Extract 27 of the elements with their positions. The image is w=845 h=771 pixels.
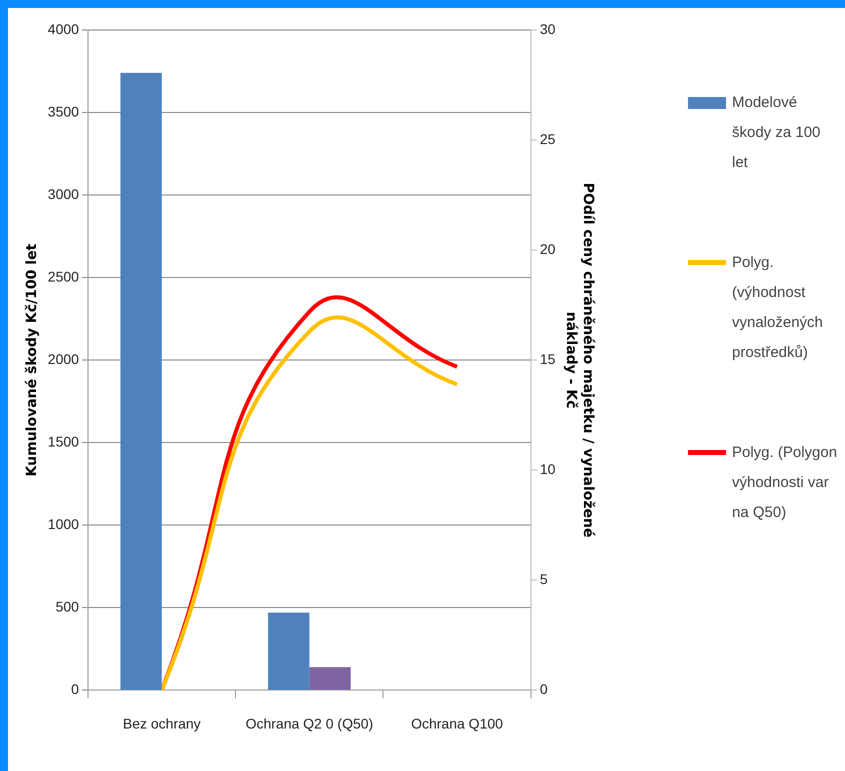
y-tick-label: 2500 xyxy=(48,268,80,284)
y-axis-title: Kumulované škody Kč/100 let xyxy=(24,243,40,476)
y-tick-label: 500 xyxy=(56,598,80,615)
y2-tick-label: 10 xyxy=(540,460,556,477)
y2-tick-label: 5 xyxy=(540,571,548,588)
y2-tick-label: 15 xyxy=(540,350,556,367)
x-tick-label: Bez ochrany xyxy=(122,715,201,732)
y-tick-label: 1500 xyxy=(48,433,80,450)
legend-label: Polyg. (výhodnost vynaložených prostředků) xyxy=(732,254,823,361)
y-tick-label: 4000 xyxy=(48,20,80,37)
bar xyxy=(120,72,162,690)
y-tick-label: 1000 xyxy=(48,516,80,532)
y-tick-label: 3000 xyxy=(48,186,80,202)
y2-tick-label: 30 xyxy=(540,20,556,37)
y-tick-label: 2000 xyxy=(48,350,80,367)
bar xyxy=(309,667,351,690)
legend-label: Modelové škody za 100 let xyxy=(732,94,820,171)
y-tick-label: 3500 xyxy=(48,103,80,120)
x-tick-label: Ochrana Q100 xyxy=(411,715,504,732)
y2-tick-label: 20 xyxy=(540,240,556,257)
y2-tick-label: 25 xyxy=(540,130,556,147)
bar xyxy=(268,612,310,690)
legend-label: Polyg. (Polygon výhodnosti var na Q50) xyxy=(732,444,838,521)
y2-tick-label: 0 xyxy=(540,681,548,698)
y-tick-label: 0 xyxy=(71,681,80,698)
y2-axis-title: POdíl ceny chráněného majetku / vynaložené náklady - Kč xyxy=(563,182,596,538)
x-tick-label: Ochrana Q2 0 (Q50) xyxy=(246,715,374,732)
